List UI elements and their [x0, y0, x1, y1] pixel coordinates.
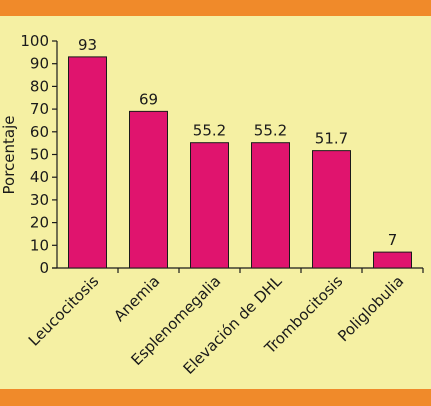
y-tick-label: 100 — [20, 32, 49, 50]
bar — [373, 251, 412, 269]
bar-data-label: 7 — [388, 231, 398, 249]
y-tick-label: 30 — [30, 191, 49, 209]
bar — [129, 110, 168, 269]
bar-data-label: 69 — [139, 90, 158, 108]
bar — [190, 142, 229, 269]
y-tick-label: 60 — [30, 123, 49, 141]
bar-data-label: 55.2 — [254, 122, 287, 140]
bar — [312, 150, 351, 269]
bar-data-label: 51.7 — [315, 130, 348, 148]
y-tick-label: 50 — [30, 146, 49, 164]
top-band — [0, 0, 431, 16]
y-tick-label: 40 — [30, 168, 49, 186]
y-axis-title: Porcentaje — [0, 116, 18, 195]
y-tick-label: 10 — [30, 236, 49, 254]
bar — [68, 56, 107, 269]
bar-data-label: 93 — [78, 36, 97, 54]
y-tick-label: 80 — [30, 77, 49, 95]
y-tick-label: 0 — [39, 259, 49, 277]
y-tick-label: 70 — [30, 100, 49, 118]
y-tick-label: 90 — [30, 55, 49, 73]
bar-data-label: 55.2 — [193, 122, 226, 140]
bar — [251, 142, 290, 269]
y-tick-label: 20 — [30, 214, 49, 232]
bottom-band — [0, 389, 431, 406]
